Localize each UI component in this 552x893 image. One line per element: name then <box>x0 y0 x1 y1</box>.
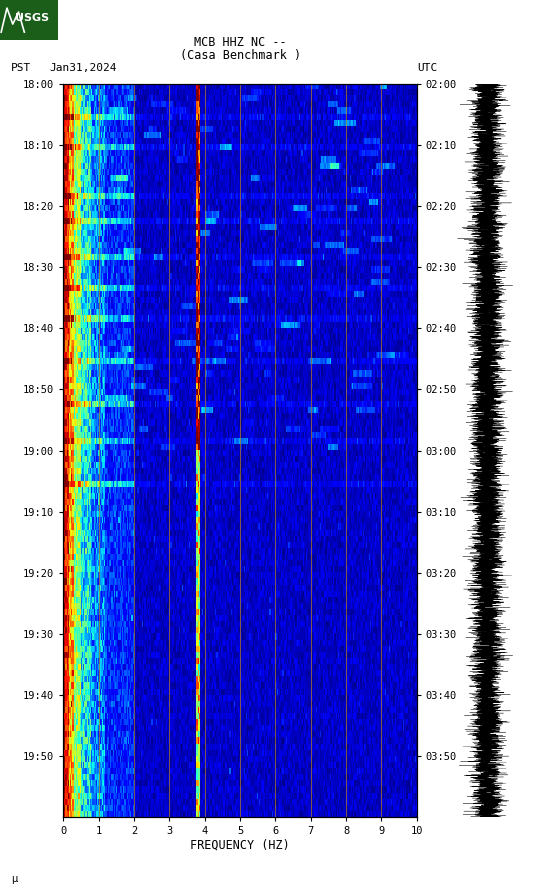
Text: MCB HHZ NC --: MCB HHZ NC -- <box>194 37 286 49</box>
Text: μ: μ <box>11 874 17 884</box>
Text: USGS: USGS <box>15 13 49 23</box>
Text: PST: PST <box>11 63 31 73</box>
X-axis label: FREQUENCY (HZ): FREQUENCY (HZ) <box>190 839 290 852</box>
Text: Jan31,2024: Jan31,2024 <box>50 63 117 73</box>
Text: UTC: UTC <box>417 63 437 73</box>
Text: (Casa Benchmark ): (Casa Benchmark ) <box>179 49 301 62</box>
